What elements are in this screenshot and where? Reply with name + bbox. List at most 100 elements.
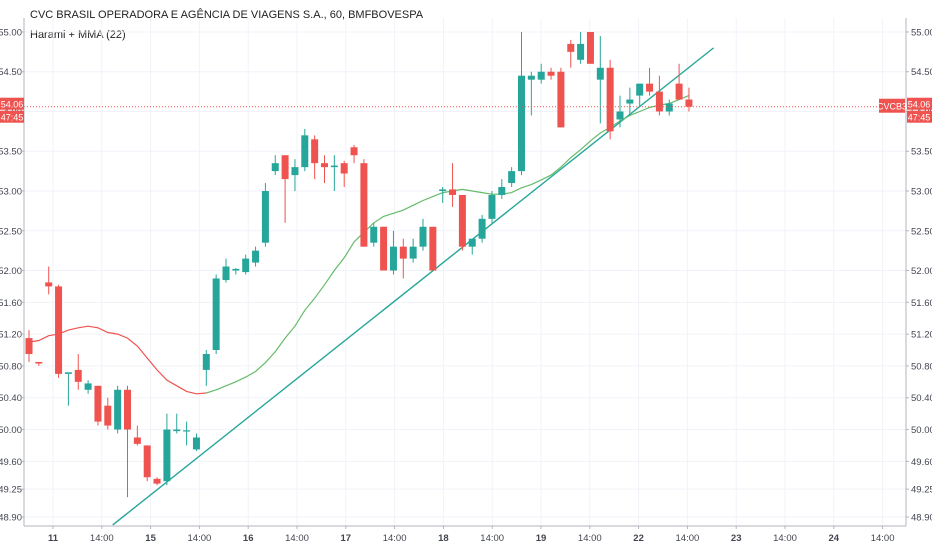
y-tick-label-left: 50.00 [0,425,22,436]
x-tick-label: 14:00 [773,533,797,544]
candle [321,155,328,184]
candle-body [458,194,466,247]
candle-body [35,361,43,364]
candle-body [242,258,250,273]
candle [557,67,565,128]
candle-body [124,389,131,430]
candle [586,31,594,64]
candle-body [488,194,496,219]
candle-body [370,226,378,243]
last-price-badge-right [907,97,932,110]
candle [547,67,555,80]
candle [291,159,299,191]
chart-title: CVC BRASIL OPERADORA E AGÊNCIA DE VIAGEN… [30,9,424,21]
candle [153,477,161,486]
y-tick-label-right: 49.60 [911,457,932,468]
y-tick-label-left: 52.50 [0,226,22,237]
candle [596,35,604,124]
candle-body [311,139,319,164]
candle [133,425,141,446]
y-tick-label-right: 53.50 [911,147,932,158]
y-tick-label-right: 49.25 [911,485,932,496]
y-tick-label-left: 51.20 [0,330,22,341]
candle-body [153,478,161,484]
x-tick-label: 11 [48,533,59,544]
candle [458,194,466,251]
candle-body [143,445,151,478]
candle-body [261,191,269,243]
candle [498,179,506,199]
candle [567,39,575,68]
candle [330,155,338,191]
candle [114,385,122,434]
y-tick-label-right: 52.50 [911,226,932,237]
y-tick-label-right: 50.00 [911,425,932,436]
x-tick-label: 14:00 [188,533,212,544]
candle [340,160,348,188]
candle [84,380,92,394]
y-tick-label-right: 51.60 [911,298,932,309]
candle [675,63,683,100]
candle-body [547,71,555,76]
moving-average-line [206,95,690,394]
candle [45,266,53,295]
y-tick-label-right: 50.80 [911,361,932,372]
candle-body [606,67,614,132]
candle [173,413,181,434]
candle-body [429,226,437,271]
candle-body [655,91,663,112]
candle-body [685,99,693,107]
countdown-badge-right [907,110,932,123]
y-tick-label-right: 50.40 [911,393,932,404]
candle-body [468,238,476,247]
candle [55,284,63,378]
candle-body [84,383,92,390]
candle-body [675,83,683,100]
candle [518,31,525,176]
x-tick-label: 14:00 [480,533,504,544]
candle-body [271,163,279,172]
y-tick-label-left: 48.90 [0,513,22,524]
candle-body [557,71,565,128]
candle-body [252,250,260,263]
candle [370,222,378,247]
candle-body [586,31,594,64]
y-tick-label-right: 55.00 [911,27,932,38]
candle-body [409,246,417,259]
candle [143,445,151,482]
candle [311,135,319,180]
candle [25,330,33,362]
candle-body [596,67,604,80]
candle-body [389,246,397,271]
candle [468,238,476,255]
candle [281,155,289,223]
candle-body [133,437,141,444]
candle-body [104,405,112,426]
x-tick-label: 23 [731,533,742,544]
candle-body [232,268,240,271]
y-tick-label-left: 49.60 [0,457,22,468]
candle [665,99,673,116]
x-tick-label: 17 [341,533,352,544]
candle-body [626,99,634,104]
last-price-badge-left [0,97,24,110]
candle [537,63,545,84]
candle-body [567,43,575,52]
candle-body [222,266,230,281]
candle [271,155,279,176]
countdown-label-right: 47:45 [908,113,931,123]
candle-body [163,429,171,482]
candle [389,230,397,275]
candle-body [419,226,427,247]
y-tick-label-left: 50.80 [0,361,22,372]
candle-body [449,189,457,195]
candle-body [665,103,673,112]
candle-body [74,369,82,382]
x-tick-label: 14:00 [383,533,407,544]
candle [606,59,614,140]
y-tick-label-right: 48.90 [911,513,932,524]
x-tick-label: 14:00 [578,533,602,544]
candle [163,413,171,486]
x-tick-label: 24 [829,533,840,544]
